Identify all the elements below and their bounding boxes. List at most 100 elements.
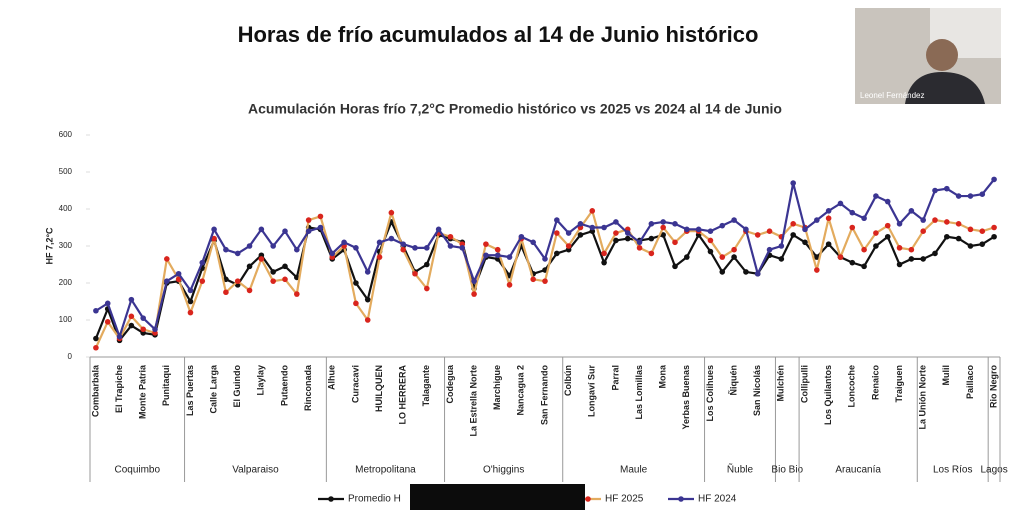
data-point bbox=[554, 230, 560, 236]
group-label: Valparaiso bbox=[232, 465, 279, 476]
x-tick-label: Mulchén bbox=[776, 365, 786, 402]
data-point bbox=[353, 245, 359, 251]
legend-label: HF 2024 bbox=[698, 494, 737, 505]
x-tick-label: Talagante bbox=[421, 365, 431, 406]
data-point bbox=[104, 300, 111, 307]
data-point bbox=[258, 256, 265, 262]
data-point bbox=[731, 254, 737, 260]
redaction bbox=[410, 484, 585, 510]
data-point bbox=[660, 219, 666, 225]
data-point bbox=[246, 287, 253, 294]
y-tick-label: 600 bbox=[59, 130, 73, 139]
data-point bbox=[814, 254, 820, 260]
data-point bbox=[542, 256, 548, 262]
data-point bbox=[778, 243, 785, 249]
data-point bbox=[932, 187, 938, 194]
data-point bbox=[175, 270, 182, 277]
data-point bbox=[589, 224, 596, 231]
data-point bbox=[211, 235, 217, 242]
data-point bbox=[636, 239, 643, 246]
data-point bbox=[802, 239, 808, 246]
data-point bbox=[282, 276, 288, 283]
data-point bbox=[530, 276, 536, 283]
data-point bbox=[104, 319, 111, 325]
data-point bbox=[234, 278, 241, 284]
data-point bbox=[861, 263, 867, 270]
data-point bbox=[305, 217, 312, 223]
data-point bbox=[613, 230, 619, 236]
data-point bbox=[837, 254, 844, 260]
x-tick-label: Putaendo bbox=[279, 365, 289, 407]
x-tick-label: Renaico bbox=[870, 365, 880, 401]
data-point bbox=[341, 239, 347, 246]
data-point bbox=[317, 224, 324, 231]
data-point bbox=[731, 246, 737, 253]
data-point bbox=[684, 254, 690, 260]
data-point bbox=[955, 193, 962, 199]
x-tick-label: Colbún bbox=[563, 365, 573, 396]
data-point bbox=[825, 208, 832, 214]
data-point bbox=[920, 256, 926, 262]
data-point bbox=[624, 235, 631, 242]
data-point bbox=[766, 246, 773, 253]
data-point bbox=[447, 243, 454, 249]
slide-title: Horas de frío acumulados al 14 de Junio … bbox=[238, 22, 759, 47]
data-point bbox=[565, 230, 572, 236]
data-point bbox=[294, 246, 300, 253]
data-point bbox=[908, 208, 915, 214]
legend-marker bbox=[328, 496, 334, 502]
x-tick-label: Marchigue bbox=[492, 365, 502, 410]
group-label: Maule bbox=[620, 465, 648, 476]
group-label: Los Ríos bbox=[933, 465, 972, 476]
data-point bbox=[199, 278, 206, 284]
data-point bbox=[731, 217, 737, 223]
data-point bbox=[991, 224, 997, 231]
data-point bbox=[258, 226, 265, 233]
legend-label: Promedio H bbox=[348, 494, 401, 505]
data-point bbox=[234, 250, 241, 257]
data-point bbox=[175, 276, 182, 283]
data-point bbox=[565, 243, 572, 249]
data-point bbox=[979, 191, 986, 197]
data-point bbox=[388, 235, 395, 242]
data-point bbox=[636, 245, 643, 251]
group-label: Ñuble bbox=[727, 463, 754, 476]
data-point bbox=[849, 259, 856, 266]
presenter-name: Leonel Fernández bbox=[860, 91, 925, 100]
data-point bbox=[707, 237, 714, 244]
data-point bbox=[270, 269, 276, 275]
data-point bbox=[152, 326, 158, 333]
data-point bbox=[648, 250, 655, 257]
x-tick-label: Longaví Sur bbox=[587, 365, 597, 418]
data-point bbox=[624, 230, 631, 236]
data-point bbox=[991, 176, 997, 183]
data-point bbox=[660, 224, 666, 231]
chart-title: Acumulación Horas frío 7,2°C Promedio hi… bbox=[248, 101, 782, 117]
group-label: Coquimbo bbox=[114, 465, 160, 476]
data-point bbox=[790, 180, 796, 186]
data-point bbox=[353, 300, 359, 307]
data-point bbox=[660, 232, 666, 238]
data-point bbox=[648, 235, 655, 242]
data-point bbox=[873, 230, 879, 236]
data-point bbox=[187, 298, 194, 305]
data-point bbox=[282, 263, 288, 270]
data-point bbox=[388, 209, 395, 216]
webcam-head bbox=[926, 39, 958, 71]
x-tick-label: Calle Larga bbox=[208, 364, 218, 414]
x-tick-label: Las Lomillas bbox=[634, 365, 644, 420]
data-point bbox=[979, 241, 986, 247]
data-point bbox=[364, 269, 371, 275]
data-point bbox=[908, 246, 915, 253]
data-point bbox=[849, 209, 856, 216]
data-point bbox=[861, 246, 867, 253]
data-point bbox=[329, 250, 336, 257]
group-label: Lagos bbox=[980, 465, 1007, 476]
data-point bbox=[577, 221, 584, 227]
data-point bbox=[920, 228, 926, 234]
y-tick-label: 400 bbox=[59, 204, 73, 213]
data-point bbox=[967, 243, 974, 249]
data-point bbox=[93, 344, 99, 351]
data-point bbox=[754, 232, 761, 238]
data-point bbox=[719, 269, 726, 275]
